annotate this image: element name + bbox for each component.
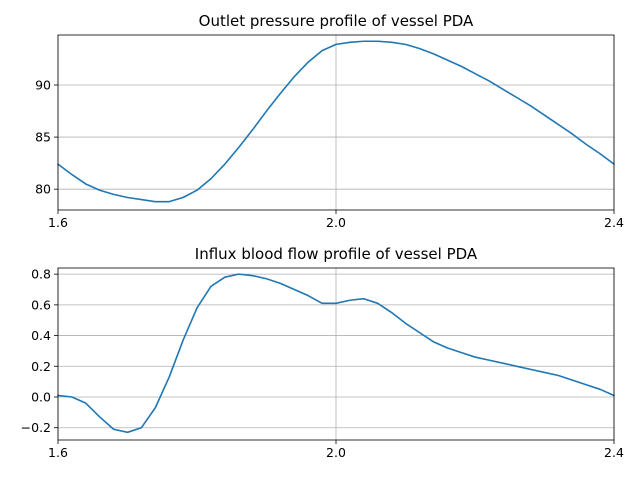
flow-y-tick-label: −0.2: [21, 420, 51, 435]
pressure-x-tick-label: 2.0: [326, 215, 346, 230]
flow-series-line: [57, 273, 615, 434]
pressure-panel: Outlet pressure profile of vessel PDA 1.…: [35, 12, 624, 230]
pressure-y-tick-label: 80: [35, 182, 51, 197]
pressure-x-tick-label: 1.6: [48, 215, 68, 230]
flow-x-tick-label: 2.4: [604, 445, 624, 460]
flow-y-tick-label: 0.0: [31, 390, 51, 405]
flow-panel: Influx blood flow profile of vessel PDA …: [21, 245, 624, 460]
flow-y-tick-label: 0.8: [31, 267, 51, 282]
flow-y-tick-label: 0.2: [31, 359, 51, 374]
pressure-chart-title: Outlet pressure profile of vessel PDA: [199, 12, 474, 30]
pressure-y-tick-label: 90: [35, 78, 51, 93]
flow-y-tick-label: 0.6: [31, 297, 51, 312]
pressure-x-tick-label: 2.4: [604, 215, 624, 230]
flow-x-tick-label: 1.6: [48, 445, 68, 460]
pressure-series-line: [57, 40, 615, 203]
flow-chart-title: Influx blood flow profile of vessel PDA: [195, 245, 478, 263]
flow-x-tick-label: 2.0: [326, 445, 346, 460]
pressure-y-tick-label: 85: [35, 130, 51, 145]
flow-y-tick-label: 0.4: [31, 328, 51, 343]
